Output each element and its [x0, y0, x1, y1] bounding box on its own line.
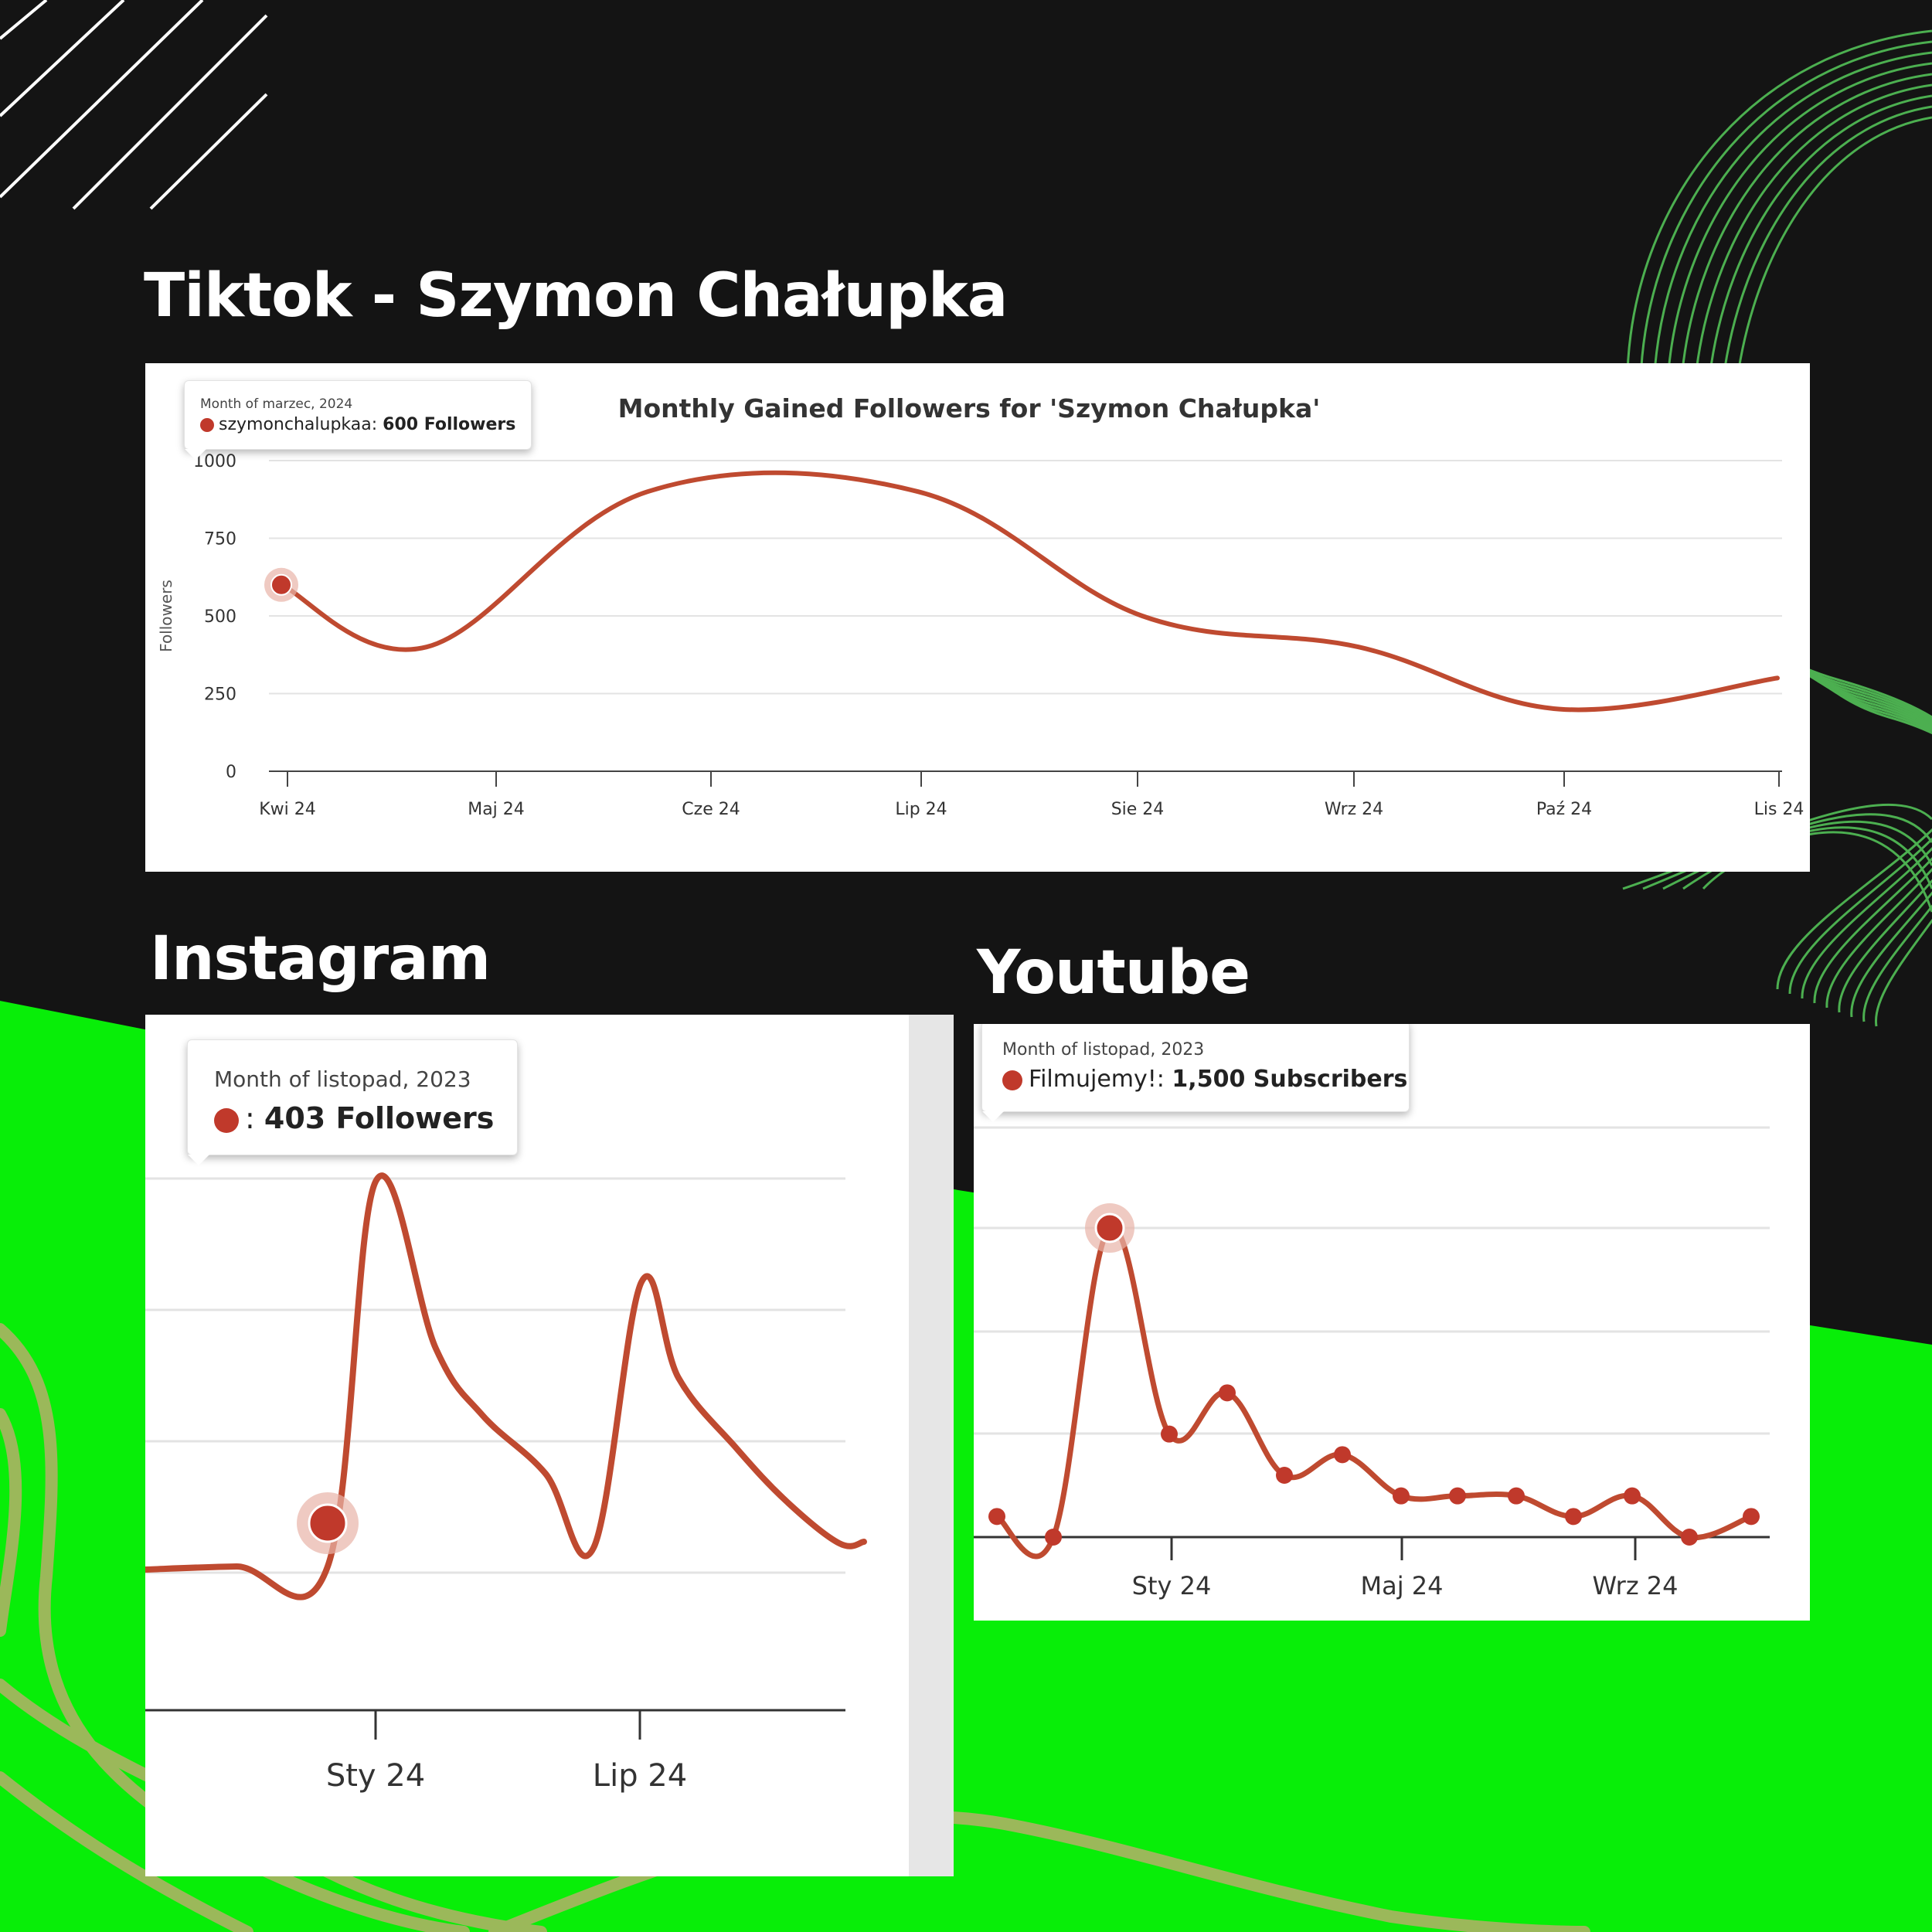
data-point[interactable]: [1565, 1508, 1582, 1526]
series-dot-icon: [200, 418, 214, 432]
tooltip-label: Filmujemy!:: [1029, 1066, 1172, 1093]
highlight-point[interactable]: [1094, 1213, 1125, 1243]
instagram-chart: Sty 24 Lip 24: [145, 1015, 954, 1876]
x-tick-label: Paź 24: [1536, 800, 1592, 819]
y-tick-label: 750: [204, 530, 236, 549]
series-line: [145, 1172, 867, 1600]
tooltip-row: szymonchalupkaa: 600 Followers: [200, 415, 531, 434]
data-point[interactable]: [1161, 1425, 1178, 1443]
instagram-tooltip: Month of listopad, 2023 : 403 Followers: [187, 1039, 518, 1165]
x-tick-label: Sty 24: [1132, 1571, 1212, 1600]
x-tick-label: Lip 24: [895, 800, 947, 819]
tooltip-value: 600 Followers: [383, 415, 516, 434]
series-line: [279, 470, 1780, 713]
youtube-chart: Sty 24 Maj 24 Wrz 24: [974, 1126, 1770, 1600]
tooltip-label: szymonchalupkaa:: [219, 415, 383, 434]
data-point[interactable]: [988, 1508, 1005, 1526]
x-tick-label: Cze 24: [682, 800, 740, 819]
x-tick-label: Sie 24: [1111, 800, 1165, 819]
youtube-chart-panel: Sty 24 Maj 24 Wrz 24 Month of listopad, 20…: [974, 1024, 1810, 1621]
tooltip-month: Month of listopad, 2023: [1002, 1040, 1205, 1060]
ring-curve: [1731, 116, 1932, 1027]
diagonal-stripes-decoration: [0, 0, 268, 210]
tooltip-value: 403 Followers: [264, 1101, 495, 1135]
wave-curve: [0, 1771, 253, 1932]
tooltip-row: Filmujemy!: 1,500 Subscribers: [1002, 1066, 1409, 1093]
tooltip-month: Month of marzec, 2024: [200, 396, 353, 412]
x-tick-label: Lip 24: [593, 1758, 687, 1794]
highlight-point[interactable]: [308, 1503, 348, 1543]
wave-curve: [0, 1408, 22, 1637]
data-point[interactable]: [1276, 1467, 1293, 1484]
data-point[interactable]: [1743, 1508, 1760, 1526]
x-tick-label: Kwi 24: [259, 800, 316, 819]
y-tick-label: 500: [204, 607, 236, 627]
x-tick-label: Wrz 24: [1325, 800, 1383, 819]
youtube-tooltip: Month of listopad, 2023 Filmujemy!: 1,50…: [981, 1024, 1410, 1122]
chart-title: Monthly Gained Followers for 'Szymon Cha…: [618, 393, 1321, 423]
y-tick-label: 250: [204, 685, 236, 705]
series-line: [994, 1223, 1754, 1560]
tiktok-tooltip: Month of marzec, 2024 szymonchalupkaa: 6…: [184, 380, 532, 460]
instagram-section-title: Instagram: [150, 924, 491, 994]
data-point[interactable]: [1219, 1384, 1236, 1402]
tooltip-value: 1,500 Subscribers: [1172, 1066, 1408, 1093]
series-dot-icon: [214, 1107, 239, 1133]
highlight-point[interactable]: [270, 573, 292, 596]
tiktok-chart: Monthly Gained Followers for 'Szymon Cha…: [157, 393, 1804, 819]
y-axis-label: Followers: [157, 580, 175, 652]
data-point[interactable]: [1624, 1487, 1641, 1505]
data-point[interactable]: [1045, 1529, 1062, 1546]
x-tick-label: Maj 24: [1361, 1571, 1444, 1600]
x-tick-label: Sty 24: [326, 1758, 425, 1794]
data-point[interactable]: [1334, 1446, 1351, 1464]
series-dot-icon: [1002, 1070, 1022, 1090]
tooltip-month: Month of listopad, 2023: [214, 1066, 471, 1092]
y-tick-label: 0: [226, 763, 236, 782]
x-tick-label: Lis 24: [1754, 800, 1804, 819]
tiktok-section-title: Tiktok - Szymon Chałupka: [144, 261, 1008, 331]
data-point[interactable]: [1393, 1487, 1410, 1505]
data-point[interactable]: [1508, 1487, 1525, 1505]
scrollbar-track[interactable]: [909, 1015, 954, 1876]
data-point[interactable]: [1681, 1529, 1698, 1546]
tiktok-chart-panel: Monthly Gained Followers for 'Szymon Cha…: [145, 363, 1810, 872]
tooltip-label: :: [245, 1101, 264, 1135]
youtube-section-title: Youtube: [977, 938, 1250, 1008]
data-point[interactable]: [1449, 1487, 1466, 1505]
tooltip-row: : 403 Followers: [214, 1101, 517, 1135]
x-tick-label: Wrz 24: [1592, 1571, 1678, 1600]
instagram-chart-panel: Sty 24 Lip 24 Month of listopad, 2023 : 4…: [145, 1015, 954, 1876]
x-tick-label: Maj 24: [468, 800, 525, 819]
